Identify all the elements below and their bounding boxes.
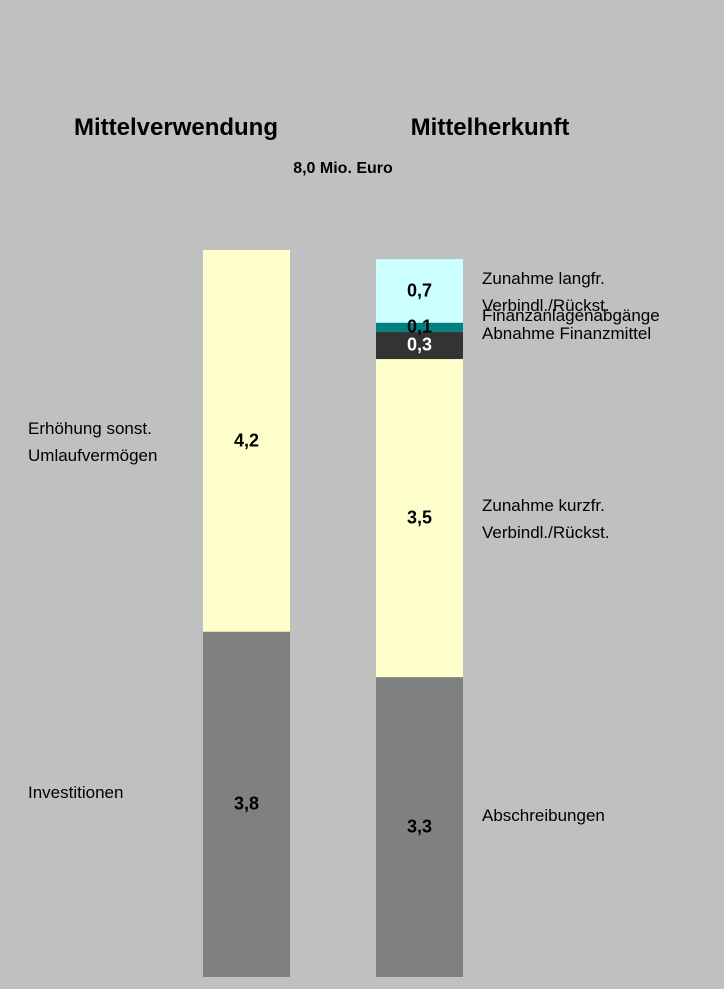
segment-name: Abschreibungen bbox=[482, 806, 605, 826]
value-label: 0,1 bbox=[406, 316, 433, 337]
bar-segment bbox=[376, 259, 463, 323]
value-label: 0,7 bbox=[406, 280, 433, 301]
category-title: Mittelverwendung bbox=[73, 114, 279, 141]
value-label: 3,5 bbox=[406, 507, 433, 528]
segment-name: Zunahme langfr. Verbindl./Rückst. bbox=[482, 268, 610, 315]
value-label: 3,3 bbox=[406, 816, 433, 837]
bar-segment bbox=[376, 677, 463, 977]
bar-segment bbox=[376, 322, 463, 332]
bar-segment bbox=[203, 631, 290, 977]
bar-segment bbox=[376, 331, 463, 360]
segment-name: Abnahme Finanzmittel bbox=[482, 324, 652, 344]
value-label: 0,3 bbox=[406, 334, 433, 355]
value-label: 3,8 bbox=[233, 793, 260, 814]
segment-name: Zunahme kurzfr. Verbindl./Rückst. bbox=[482, 496, 610, 543]
segment-name: Erhöhung sonst. Umlaufvermögen bbox=[28, 418, 158, 465]
segment-name: Investitionen bbox=[28, 783, 124, 803]
bar-segment bbox=[376, 359, 463, 678]
chart-subtitle: 8,0 Mio. Euro bbox=[293, 160, 393, 177]
segment-name: Finanzanlagenabgänge bbox=[482, 306, 660, 326]
category-title: Mittelherkunft bbox=[410, 114, 570, 141]
bar-segment bbox=[203, 250, 290, 632]
value-label: 4,2 bbox=[233, 430, 260, 451]
